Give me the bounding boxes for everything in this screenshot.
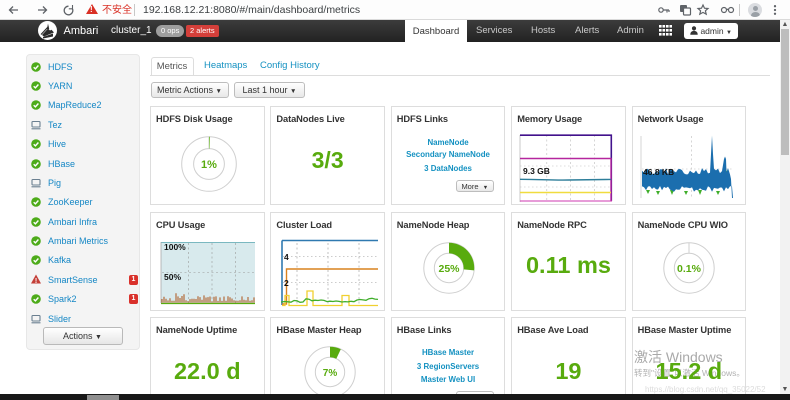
svg-text:!: ! [35,278,37,284]
svg-text:4: 4 [284,252,289,262]
svg-text:9.3 GB: 9.3 GB [523,166,550,176]
svg-text:25%: 25% [439,263,461,275]
svg-text:1%: 1% [201,159,217,171]
svg-text:2: 2 [284,278,289,288]
svg-text:46.8 KB: 46.8 KB [643,167,674,177]
svg-text:0.1%: 0.1% [677,263,702,275]
svg-text:100%: 100% [164,242,186,252]
svg-text:7%: 7% [323,368,338,379]
svg-text:50%: 50% [164,272,181,282]
